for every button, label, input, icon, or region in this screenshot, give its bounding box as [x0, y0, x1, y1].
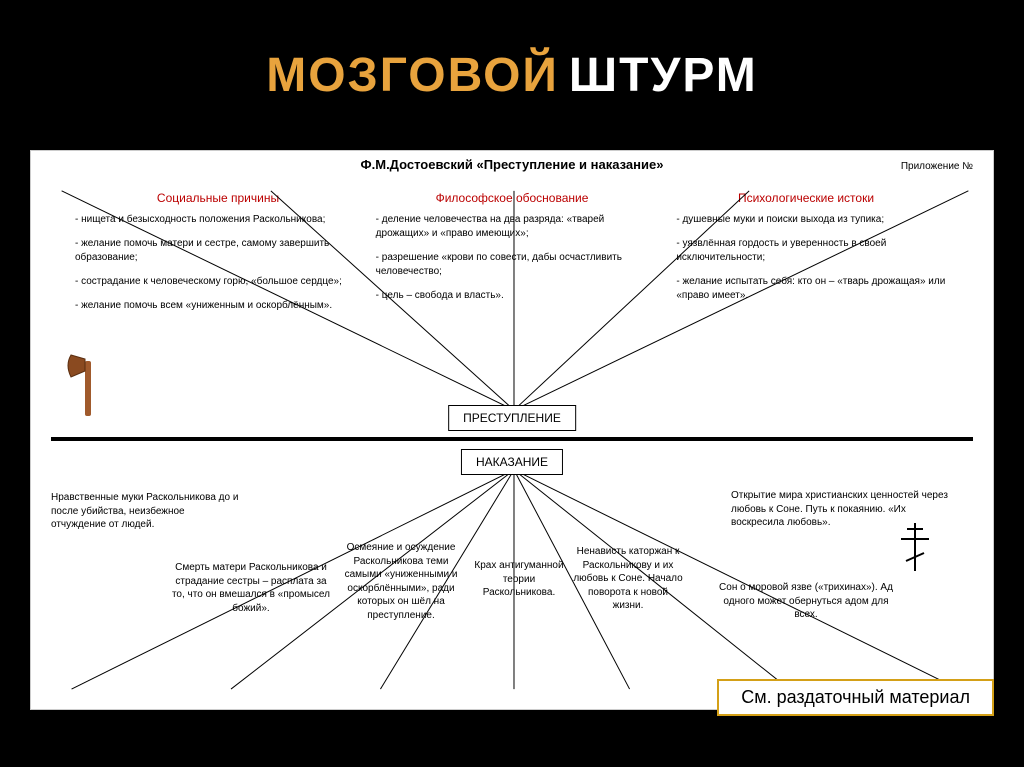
cross-icon	[897, 521, 933, 573]
handout-note: См. раздаточный материал	[717, 679, 994, 716]
psych-item: - желание испытать себя: кто он – «тварь…	[676, 275, 949, 303]
top-category-headers: Социальные причины Философское обоснован…	[31, 191, 993, 205]
punish-item-4: Крах антигуманной теории Раскольникова.	[469, 559, 569, 600]
title-word-1: МОЗГОВОЙ	[266, 49, 559, 102]
social-item: - сострадание к человеческому горю, «бол…	[75, 275, 348, 289]
diagram-container: Ф.М.Достоевский «Преступление и наказани…	[0, 150, 1024, 740]
social-item: - нищета и безысходность положения Раско…	[75, 213, 348, 227]
diagram-title: Ф.М.Достоевский «Преступление и наказани…	[31, 151, 993, 172]
punish-item-3: Осмеяние и осуждение Раскольникова теми …	[341, 541, 461, 622]
header-psychological: Психологические истоки	[666, 191, 946, 205]
psych-item: - уязвлённая гордость и уверенность в св…	[676, 237, 949, 265]
psych-item: - душевные муки и поиски выхода из тупик…	[676, 213, 949, 227]
social-item: - желание помочь всем «униженным и оскор…	[75, 299, 348, 313]
crime-box: ПРЕСТУПЛЕНИЕ	[448, 405, 576, 431]
top-columns: - нищета и безысходность положения Раско…	[31, 213, 993, 323]
punish-item-5: Ненависть каторжан к Раскольникову и их …	[573, 545, 683, 613]
col-social: - нищета и безысходность положения Раско…	[61, 213, 362, 323]
phil-item: - цель – свобода и власть».	[376, 289, 649, 303]
diagram: Ф.М.Достоевский «Преступление и наказани…	[30, 150, 994, 710]
punish-item-7: Сон о моровой язве («трихинах»). Ад одно…	[711, 581, 901, 622]
punish-item-2: Смерть матери Раскольникова и страдание …	[171, 561, 331, 615]
axe-icon	[63, 351, 113, 421]
punishment-box: НАКАЗАНИЕ	[461, 449, 563, 475]
col-psychological: - душевные муки и поиски выхода из тупик…	[662, 213, 963, 323]
col-philosophical: - деление человечества на два разряда: «…	[362, 213, 663, 323]
appendix-label: Приложение №	[901, 161, 973, 172]
divider	[51, 437, 973, 441]
slide-header: МОЗГОВОЙШТУРМ	[0, 0, 1024, 150]
header-philosophical: Философское обоснование	[372, 191, 652, 205]
punish-item-1: Нравственные муки Раскольникова до и пос…	[51, 491, 241, 532]
slide-title: МОЗГОВОЙШТУРМ	[266, 48, 757, 103]
header-social: Социальные причины	[78, 191, 358, 205]
title-word-2: ШТУРМ	[569, 49, 758, 102]
social-item: - желание помочь матери и сестре, самому…	[75, 237, 348, 265]
phil-item: - деление человечества на два разряда: «…	[376, 213, 649, 241]
phil-item: - разрешение «крови по совести, дабы осч…	[376, 251, 649, 279]
